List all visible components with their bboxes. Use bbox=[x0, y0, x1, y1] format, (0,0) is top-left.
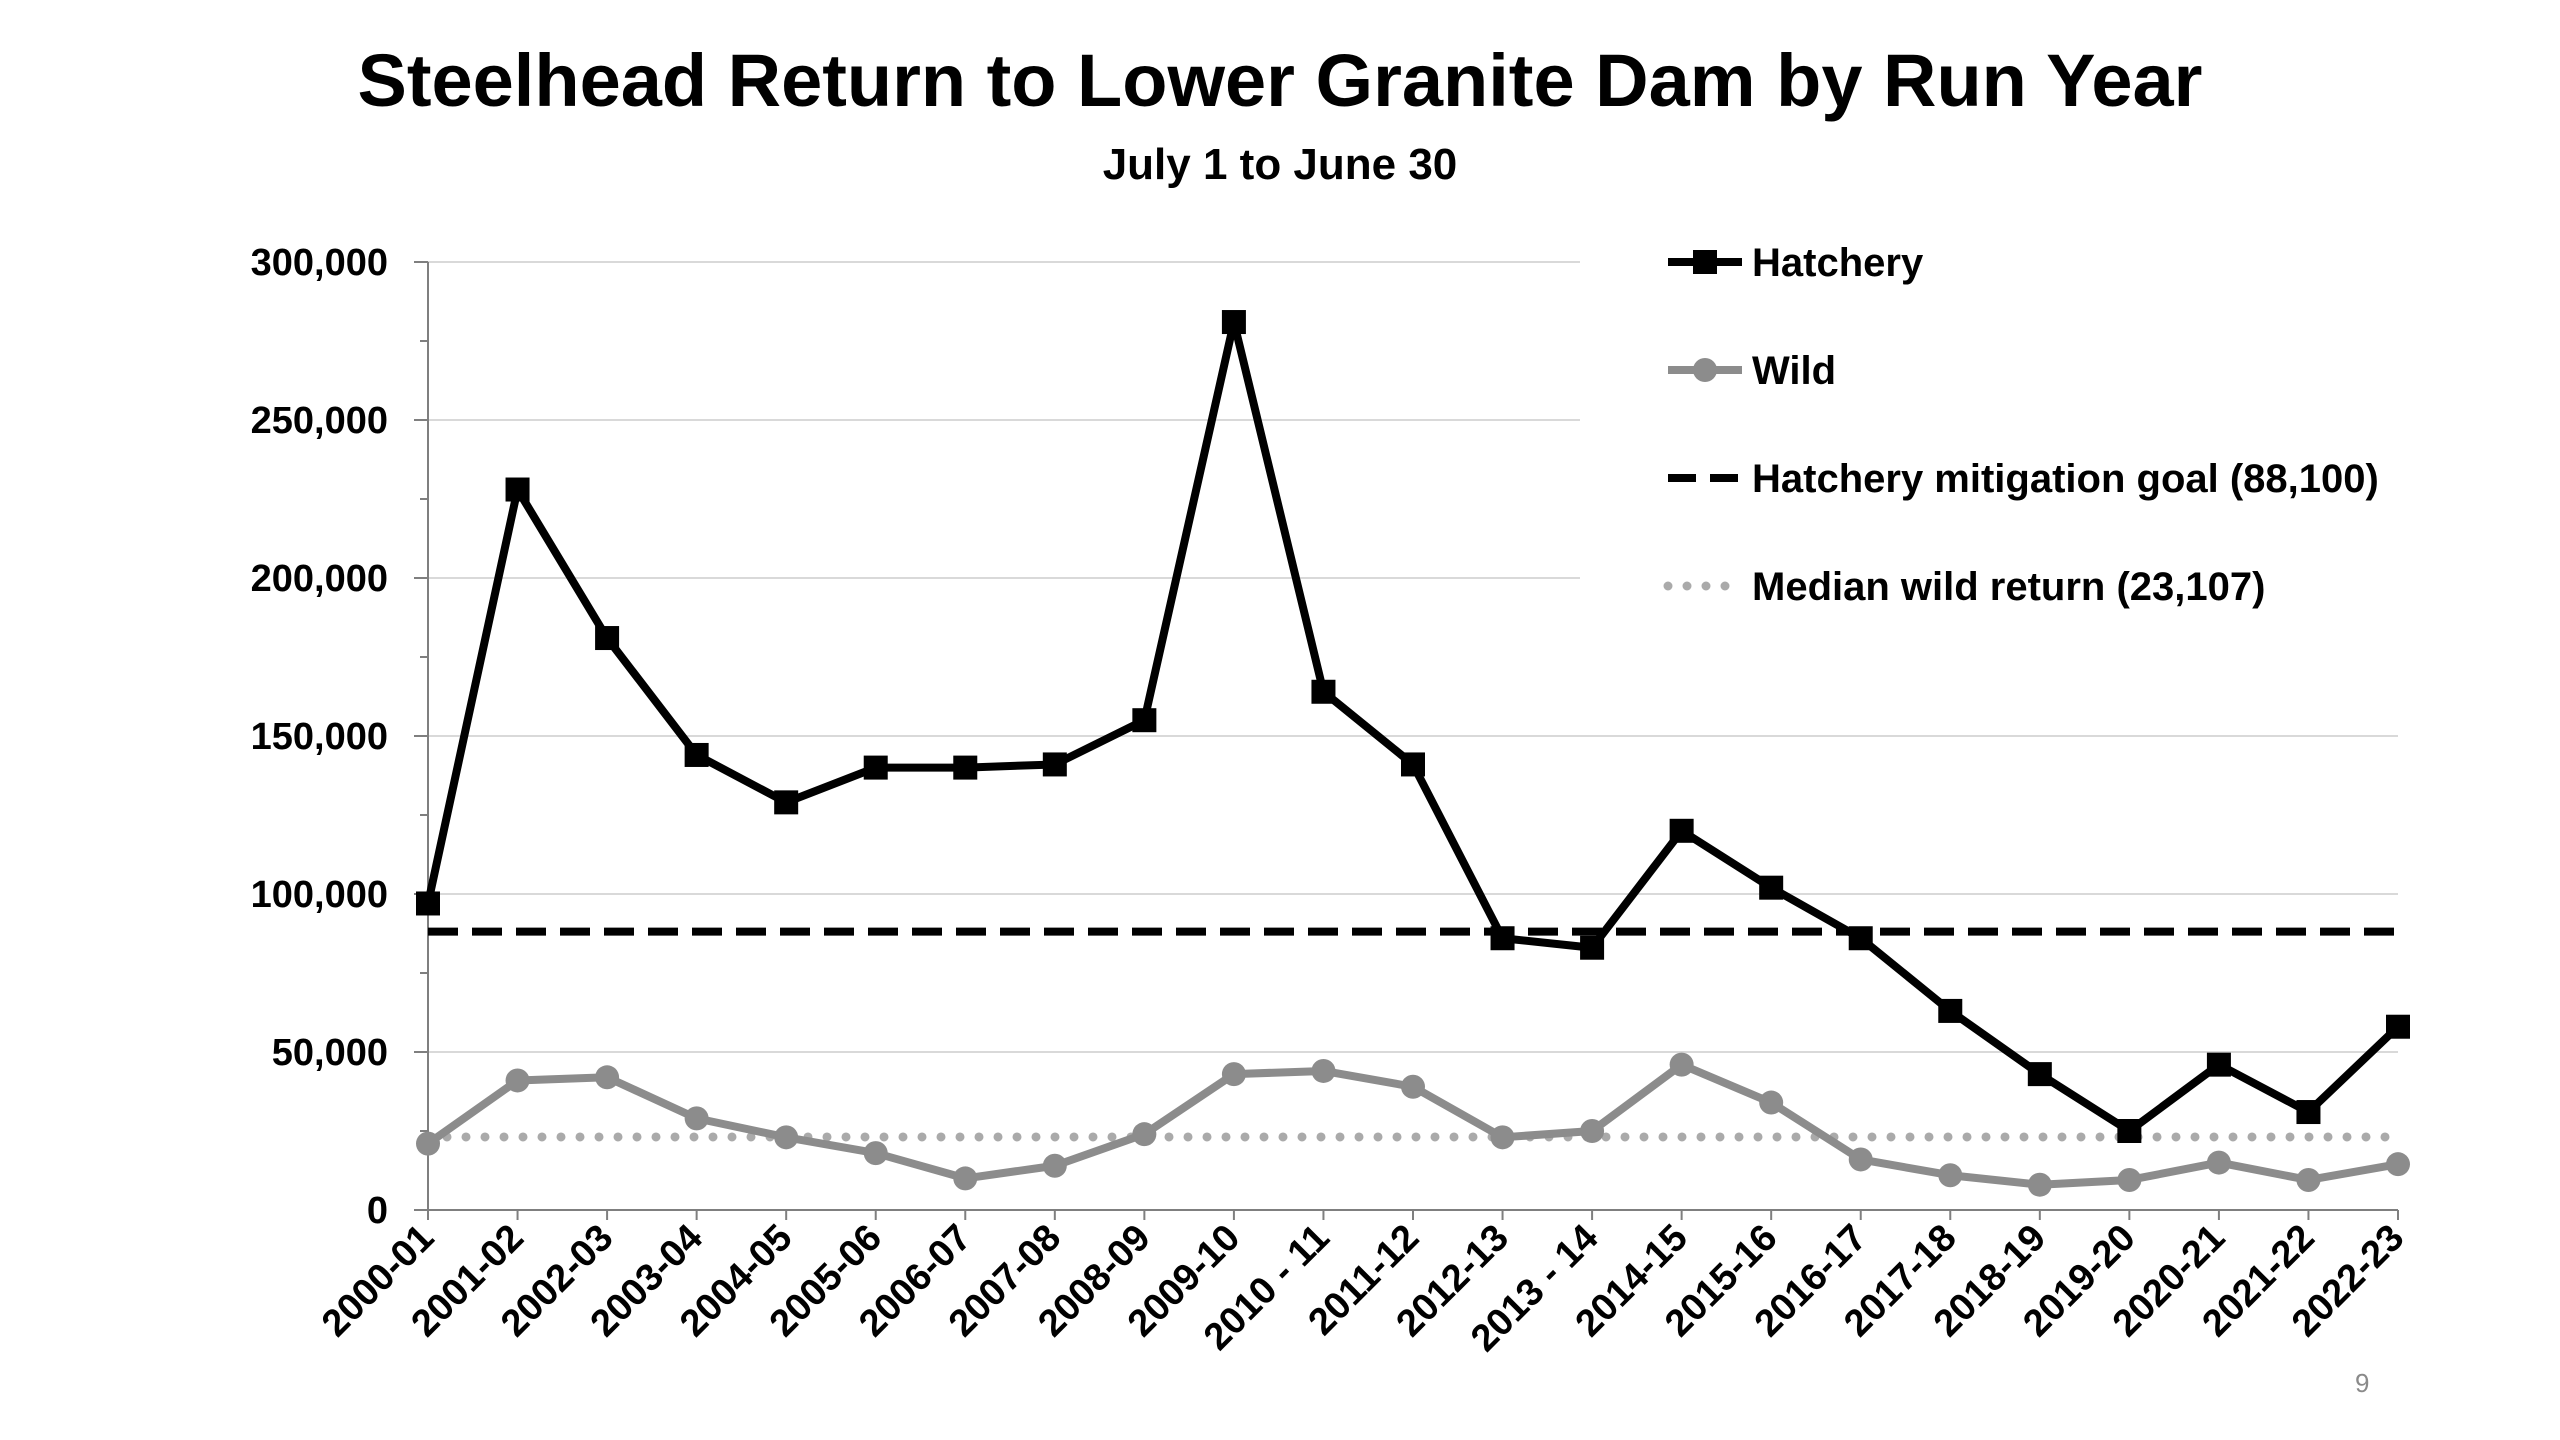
y-tick-label: 100,000 bbox=[251, 874, 388, 916]
hatchery-data-point bbox=[1311, 679, 1336, 704]
chart-title: Steelhead Return to Lower Granite Dam by… bbox=[357, 39, 2203, 122]
hatchery-data-point bbox=[595, 626, 620, 651]
hatchery-data-point bbox=[1401, 752, 1425, 777]
wild-data-point bbox=[2386, 1152, 2410, 1177]
wild-data-point bbox=[2027, 1172, 2052, 1197]
x-axis-tick-labels: 2000-012001-022002-032003-042004-052005-… bbox=[314, 1217, 2412, 1360]
wild-data-point bbox=[2117, 1167, 2142, 1192]
page-number: 9 bbox=[2355, 1368, 2370, 1398]
reference-lines bbox=[423, 927, 2403, 1142]
legend-wild-marker bbox=[1693, 358, 1717, 382]
y-tick-label: 300,000 bbox=[251, 242, 388, 284]
wild-data-point bbox=[863, 1141, 888, 1166]
y-tick-label: 250,000 bbox=[251, 400, 388, 442]
hatchery-data-point bbox=[1042, 752, 1067, 777]
hatchery-data-point bbox=[1132, 708, 1157, 733]
hatchery-data-point bbox=[416, 891, 440, 916]
hatchery-data-point bbox=[2206, 1052, 2231, 1077]
hatchery-data-point bbox=[1848, 926, 1873, 951]
hatchery-data-point bbox=[684, 742, 709, 767]
wild-data-point bbox=[1401, 1074, 1425, 1099]
wild-data-point bbox=[1669, 1052, 1694, 1077]
data-series bbox=[416, 310, 2410, 1197]
wild-data-point bbox=[774, 1125, 799, 1150]
hatchery-data-point bbox=[2027, 1062, 2052, 1087]
hatchery-data-point bbox=[1490, 926, 1515, 951]
hatchery-data-point bbox=[2386, 1014, 2410, 1039]
hatchery-data-point bbox=[2296, 1100, 2321, 1125]
wild-data-point bbox=[416, 1131, 440, 1156]
hatchery-data-point bbox=[1580, 935, 1605, 960]
wild-data-point bbox=[2206, 1150, 2231, 1175]
wild-data-point bbox=[1311, 1058, 1336, 1083]
y-tick-label: 200,000 bbox=[251, 558, 388, 600]
legend-hatchery-marker bbox=[1693, 250, 1717, 274]
wild-data-point bbox=[1848, 1147, 1873, 1172]
wild-data-point bbox=[1759, 1090, 1784, 1115]
wild-data-point bbox=[1221, 1062, 1246, 1087]
hatchery-data-point bbox=[1669, 818, 1694, 843]
y-tick-label: 150,000 bbox=[251, 716, 388, 758]
hatchery-data-point bbox=[953, 755, 978, 780]
hatchery-data-point bbox=[1759, 875, 1784, 900]
wild-data-point bbox=[505, 1068, 530, 1093]
wild-data-point bbox=[1580, 1119, 1605, 1143]
y-axis-tick-labels: 0 50,000 100,000 150,000 200,000 250,000 300,0… bbox=[251, 242, 388, 1232]
legend-label: Wild bbox=[1752, 349, 1836, 393]
wild-data-point bbox=[595, 1065, 620, 1090]
chart-subtitle: July 1 to June 30 bbox=[1102, 140, 1458, 189]
wild-data-point bbox=[2296, 1167, 2321, 1192]
wild-data-point bbox=[953, 1166, 978, 1191]
hatchery-data-point bbox=[2117, 1119, 2142, 1143]
hatchery-series-line bbox=[424, 318, 2401, 1135]
legend-label: Hatchery bbox=[1752, 241, 1924, 285]
wild-data-point bbox=[1490, 1125, 1515, 1150]
hatchery-data-point bbox=[774, 790, 799, 815]
hatchery-data-point bbox=[505, 477, 530, 502]
hatchery-data-point bbox=[1938, 998, 1963, 1023]
wild-data-point bbox=[684, 1106, 709, 1131]
legend-label: Median wild return (23,107) bbox=[1752, 565, 2265, 609]
y-tick-label: 50,000 bbox=[272, 1032, 388, 1074]
wild-data-point bbox=[1938, 1163, 1963, 1188]
y-tick-label: 0 bbox=[367, 1190, 388, 1232]
axes bbox=[414, 261, 2399, 1220]
legend: Hatchery Wild Hatchery mitigation goal (88… bbox=[1663, 241, 2379, 609]
legend-label: Hatchery mitigation goal (88,100) bbox=[1752, 457, 2379, 501]
wild-data-point bbox=[1042, 1153, 1067, 1178]
hatchery-data-point bbox=[1221, 310, 1246, 335]
gridlines bbox=[428, 261, 2398, 1053]
hatchery-data-point bbox=[863, 755, 888, 780]
wild-data-point bbox=[1132, 1122, 1157, 1147]
